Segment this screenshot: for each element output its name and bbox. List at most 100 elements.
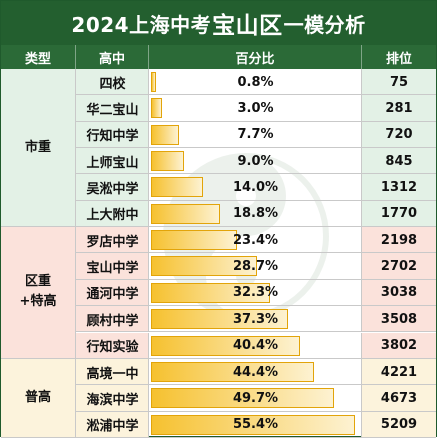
percent-value: 18.8% [232,206,279,222]
percent-cell [149,253,362,280]
rank-value: 3508 [380,311,418,327]
rank-value: 1312 [380,180,418,196]
rank-cell [362,174,436,201]
percent-value: 14.0% [232,180,279,196]
percent-cell [149,227,362,254]
percent-bar [151,230,238,251]
school-name: 高境一中 [86,366,139,382]
school-name: 通河中学 [86,287,139,303]
rank-cell [362,306,436,333]
rank-cell [362,411,436,438]
school-cell [76,69,149,96]
rank-cell [362,385,436,412]
percent-bar [151,282,270,303]
rank-cell [362,95,436,122]
percent-cell [149,358,362,386]
percent-value: 44.4% [232,364,279,380]
percent-value: 32.3% [232,285,279,301]
school-cell [76,332,149,359]
header-rank: 排位 [362,45,436,69]
percent-value: 9.0% [237,153,274,169]
percent-cell [149,200,362,228]
rank-value: 1770 [380,206,418,222]
rank-cell [362,200,436,228]
school-cell [76,385,149,412]
type-label: 普高 [24,389,51,405]
percent-value: 0.8% [237,74,274,90]
rank-value: 2198 [380,232,418,248]
percent-bar [151,361,315,382]
percent-value: 23.4% [232,232,279,248]
percent-value: 28.7% [232,259,279,275]
rank-cell [362,332,436,359]
type-label: 市重 [24,139,51,155]
percent-bar [151,124,180,145]
percent-cell [149,174,362,201]
percent-value: 40.4% [232,338,279,354]
rank-value: 2702 [380,259,418,275]
school-name: 罗店中学 [86,234,139,250]
school-cell [76,279,149,307]
rank-cell [362,69,436,96]
percent-value: 55.4% [232,417,279,433]
header-percent: 百分比 [149,45,362,69]
rank-cell [362,358,436,386]
percent-bar [151,309,289,330]
type-group-2: 普高 [1,358,76,438]
rank-value: 3802 [380,338,418,354]
school-cell [76,121,149,149]
percent-cell [149,385,362,412]
percent-value: 3.0% [237,101,274,117]
rank-value: 3038 [380,285,418,301]
header-type: 类型 [1,45,76,69]
school-cell [76,227,149,254]
percent-cell [149,95,362,122]
rank-value: 75 [389,74,409,90]
percent-bar [151,98,163,119]
percent-bar [151,335,300,356]
percent-cell [149,148,362,175]
type-group-1: 区重 +特高 [1,227,76,359]
percent-bar [151,177,203,198]
school-name: 海滨中学 [86,392,139,408]
table-title: 2024上海中考 宝山区 一模分析 [1,1,436,45]
header-school: 高中 [76,45,149,69]
title-district: 宝山区 [212,13,283,39]
rank-value: 5209 [380,417,418,433]
rank-value: 4673 [380,390,418,406]
school-cell [76,306,149,333]
school-name: 淞浦中学 [86,419,139,435]
school-cell [76,200,149,228]
percent-value: 49.7% [232,390,279,406]
rank-value: 845 [385,153,413,169]
school-name: 吴淞中学 [86,182,139,198]
rank-cell [362,227,436,254]
percent-bar [151,151,185,172]
percent-value: 37.3% [232,311,279,327]
school-name: 四校 [99,76,126,92]
percent-bar [151,256,257,277]
school-cell [76,95,149,122]
type-group-0: 市重 [1,69,76,228]
percent-cell [149,69,362,96]
title-suffix: 一模分析 [283,12,366,37]
rank-cell [362,121,436,149]
percent-cell [149,306,362,333]
percent-bar [151,72,156,92]
rank-value: 281 [385,101,413,117]
percent-value: 7.7% [237,127,274,143]
school-cell [76,174,149,201]
school-name: 上师宝山 [86,155,139,171]
percent-bar [151,388,334,409]
percent-bar [151,203,221,224]
school-name: 华二宝山 [86,103,139,119]
school-cell [76,148,149,175]
type-sublabel: +特高 [19,294,57,310]
rank-cell [362,279,436,307]
school-cell [76,358,149,386]
rank-cell [362,148,436,175]
school-name: 行知中学 [86,129,139,145]
school-name: 上大附中 [86,208,139,224]
school-name: 行知实验 [86,340,139,356]
